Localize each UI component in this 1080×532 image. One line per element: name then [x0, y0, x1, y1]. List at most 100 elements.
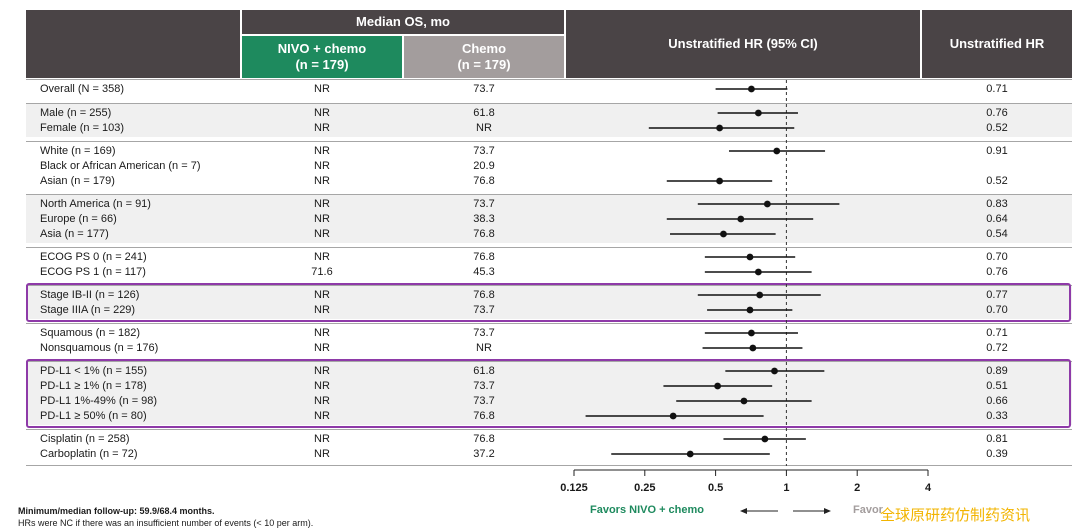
- subgroup-label: ECOG PS 1 (n = 117): [40, 266, 146, 278]
- subgroup-label: Squamous (n = 182): [40, 327, 140, 339]
- hr-point: [748, 85, 755, 93]
- hr-value: 0.81: [986, 433, 1008, 445]
- watermark-text: 全球原研药仿制药资讯: [880, 506, 1031, 524]
- hr-label: Unstratified HR: [949, 36, 1045, 51]
- hr-point: [737, 215, 745, 223]
- subgroup-label: Carboplatin (n = 72): [40, 448, 138, 460]
- nivo-os-value: NR: [314, 365, 330, 377]
- hr-value: 0.89: [986, 365, 1008, 377]
- arrow-left-head: [740, 508, 747, 514]
- nivo-os-value: NR: [314, 198, 330, 210]
- hr-point: [763, 200, 771, 208]
- nivo-os-value: NR: [314, 410, 330, 422]
- hr-value: 0.76: [986, 266, 1008, 278]
- median-os-label: Median OS, mo: [356, 14, 450, 29]
- row-separator: [26, 141, 1072, 142]
- highlight-box: [26, 283, 1071, 322]
- hr-value: 0.52: [986, 122, 1008, 134]
- nivo-os-value: NR: [314, 433, 330, 445]
- hr-value: 0.77: [986, 289, 1008, 301]
- nivo-os-value: NR: [314, 213, 330, 225]
- chemo-os-value: 76.8: [473, 433, 495, 445]
- subgroup-label: North America (n = 91): [40, 198, 151, 210]
- subgroup-label: PD-L1 1%-49% (n = 98): [40, 395, 158, 407]
- hr-value: 0.71: [986, 83, 1008, 95]
- hr-value: 0.39: [986, 448, 1008, 460]
- chemo-os-value: 73.7: [473, 304, 495, 316]
- x-tick-label: 4: [925, 482, 932, 494]
- chemo-os-value: 73.7: [473, 198, 495, 210]
- hr-header: Unstratified HR: [922, 10, 1072, 78]
- nivo-os-value: NR: [314, 175, 330, 187]
- chemo-os-value: 76.8: [473, 251, 495, 263]
- nivo-os-value: NR: [314, 107, 330, 119]
- hr-value: 0.66: [986, 395, 1008, 407]
- nivo-os-value: NR: [314, 304, 330, 316]
- subgroup-label: ECOG PS 0 (n = 241): [40, 251, 147, 263]
- chemo-os-value: 76.8: [473, 410, 495, 422]
- row-separator: [26, 247, 1072, 248]
- hr-point: [754, 268, 762, 276]
- chemo-os-value: 20.9: [473, 160, 495, 172]
- hr-point: [716, 177, 724, 185]
- x-tick-label: 0.5: [708, 482, 723, 494]
- row-separator: [26, 79, 1072, 80]
- x-tick-label: 2: [854, 482, 860, 494]
- chemo-os-value: 76.8: [473, 228, 495, 240]
- subgroup-label: Asia (n = 177): [40, 228, 109, 240]
- group-background: [26, 286, 1072, 319]
- favors-chemo-label: Favor: [853, 504, 883, 516]
- nivo-os-value: NR: [314, 122, 330, 134]
- subgroup-label: Cisplatin (n = 258): [40, 433, 130, 445]
- hr-value: 0.52: [986, 175, 1008, 187]
- subgroup-label: Nonsquamous (n = 176): [40, 342, 159, 354]
- chemo-os-value: NR: [476, 342, 492, 354]
- chemo-header: Chemo (n = 179): [404, 36, 564, 78]
- hr-point: [714, 382, 722, 390]
- hr-point: [686, 450, 694, 458]
- hr-point: [749, 344, 757, 352]
- subgroup-label: Asian (n = 179): [40, 175, 115, 187]
- hr-point: [773, 147, 781, 155]
- chemo-os-value: 45.3: [473, 266, 495, 278]
- hr-value: 0.83: [986, 198, 1008, 210]
- hr-point: [746, 253, 754, 261]
- median-os-header: Median OS, mo: [242, 10, 564, 34]
- nivo-os-value: 71.6: [311, 266, 333, 278]
- x-tick-label: 0.25: [634, 482, 655, 494]
- chemo-os-value: 73.7: [473, 83, 495, 95]
- nivo-os-value: NR: [314, 228, 330, 240]
- hr-point: [748, 329, 755, 337]
- highlight-box: [26, 359, 1071, 428]
- hr-point: [720, 230, 727, 238]
- hr-ci-label: Unstratified HR (95% CI): [668, 36, 818, 51]
- hr-value: 0.70: [986, 251, 1008, 263]
- hr-ci-header: Unstratified HR (95% CI): [566, 10, 920, 78]
- row-separator: [26, 429, 1072, 430]
- hr-point: [716, 124, 724, 132]
- nivo-os-value: NR: [314, 160, 330, 172]
- chemo-label: Chemo: [461, 41, 507, 56]
- group-background: [26, 104, 1072, 137]
- chemo-os-value: 61.8: [473, 365, 495, 377]
- nivo-os-value: NR: [314, 289, 330, 301]
- hr-point: [761, 435, 769, 443]
- chemo-os-value: 73.7: [473, 380, 495, 392]
- hr-point: [754, 109, 762, 117]
- subgroup-label: Stage IIIA (n = 229): [40, 304, 136, 316]
- nivo-n-label: (n = 179): [295, 57, 349, 72]
- group-background: [26, 362, 1072, 425]
- nivo-os-value: NR: [314, 145, 330, 157]
- subgroup-label: Europe (n = 66): [40, 213, 117, 225]
- hr-point: [771, 367, 778, 375]
- subgroup-label: Overall (N = 358): [40, 83, 125, 95]
- hr-point: [740, 397, 748, 405]
- footnote-nc: HRs were NC if there was an insufficient…: [18, 518, 314, 528]
- favors-nivo-label: Favors NIVO + chemo: [590, 504, 705, 516]
- chemo-os-value: 73.7: [473, 145, 495, 157]
- nivo-os-value: NR: [314, 251, 330, 263]
- footnote-followup: Minimum/median follow-up: 59.9/68.4 mont…: [18, 506, 215, 516]
- nivo-os-value: NR: [314, 448, 330, 460]
- nivo-os-value: NR: [314, 342, 330, 354]
